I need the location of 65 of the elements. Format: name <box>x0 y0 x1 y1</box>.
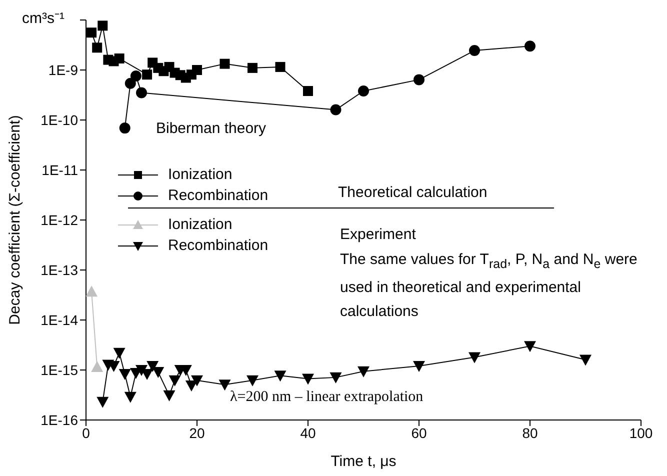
point <box>580 354 592 366</box>
y-tick-label: 1E-14 <box>40 312 78 328</box>
x-tick-label: 80 <box>522 424 538 441</box>
x-tick-label: 0 <box>82 424 90 441</box>
x-tick-label: 100 <box>629 424 653 441</box>
point <box>246 375 258 386</box>
point <box>124 392 136 403</box>
point <box>275 62 286 72</box>
point <box>330 104 342 116</box>
point <box>124 78 136 89</box>
point <box>118 369 131 380</box>
x-tick-label: 20 <box>189 424 205 441</box>
point <box>113 348 126 359</box>
point <box>220 58 230 69</box>
point <box>152 367 164 378</box>
y-tick-label: 1E-13 <box>40 262 78 278</box>
point <box>358 366 370 378</box>
point <box>303 86 313 96</box>
point <box>330 372 342 384</box>
point <box>524 40 536 52</box>
point <box>302 374 314 385</box>
x-tick-label: 40 <box>300 424 316 441</box>
point <box>119 122 130 134</box>
point <box>130 70 142 82</box>
point <box>524 341 536 352</box>
text: cm³s⁻¹ <box>22 10 66 28</box>
point <box>114 53 124 64</box>
point <box>168 375 181 386</box>
point <box>142 70 152 80</box>
annotation: λ=200 nm – linear extrapolation <box>230 388 424 406</box>
y-axis-title: Decay coefficient (Σ-coefficient) <box>6 115 24 325</box>
point <box>192 65 202 75</box>
point <box>248 62 258 73</box>
point <box>163 390 176 402</box>
y-tick-label: 1E-15 <box>40 362 78 378</box>
point <box>96 396 109 408</box>
y-tick-label: 1E-11 <box>42 162 78 178</box>
legend-label: Recombination <box>168 236 268 256</box>
point <box>274 370 286 382</box>
point <box>413 361 425 372</box>
y-tick-label: 1E-10 <box>40 112 78 128</box>
annotation: Experiment <box>340 226 417 244</box>
point <box>358 86 369 97</box>
y-tick-label: 1E-12 <box>40 212 78 228</box>
x-axis-title: Time t, μs <box>330 453 396 470</box>
x-tick-label: 60 <box>411 424 427 441</box>
point <box>191 375 203 386</box>
point <box>185 380 198 392</box>
point <box>92 42 102 53</box>
y-tick-label: 1E-9 <box>48 62 78 78</box>
point <box>136 87 147 98</box>
point <box>86 28 97 38</box>
point <box>218 380 231 391</box>
legend-label: Recombination <box>168 186 268 206</box>
point <box>146 361 159 372</box>
text: The same values for T$_{rad}$, P, N$_{a}$ and N$_{e}$ were used in theoretical and experimental calculations <box>340 251 638 320</box>
point <box>414 74 424 86</box>
legend-label: Ionization <box>168 215 232 235</box>
annotation: Biberman theory <box>156 120 268 138</box>
point <box>469 45 480 56</box>
point <box>468 352 480 364</box>
y-tick-label: 1E-16 <box>40 412 78 428</box>
legend-label: Ionization <box>168 165 232 185</box>
point <box>98 20 108 31</box>
annotation: Theoretical calculation <box>338 184 488 202</box>
